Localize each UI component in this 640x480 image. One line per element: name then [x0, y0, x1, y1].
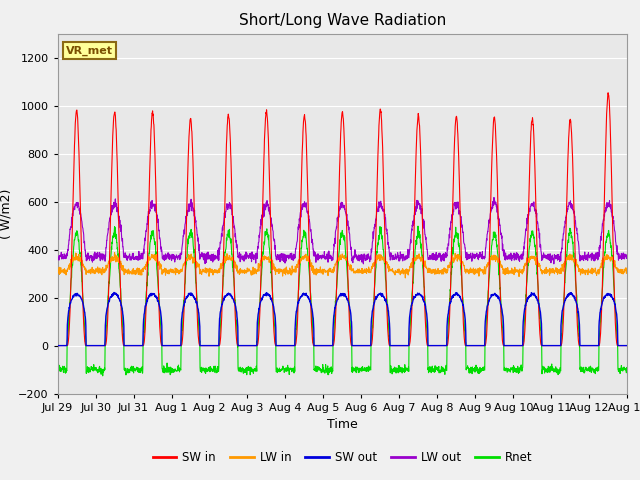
- Text: VR_met: VR_met: [66, 46, 113, 56]
- X-axis label: Time: Time: [327, 418, 358, 431]
- Title: Short/Long Wave Radiation: Short/Long Wave Radiation: [239, 13, 446, 28]
- Y-axis label: ( W/m2): ( W/m2): [0, 189, 13, 239]
- Legend: SW in, LW in, SW out, LW out, Rnet: SW in, LW in, SW out, LW out, Rnet: [148, 446, 537, 469]
